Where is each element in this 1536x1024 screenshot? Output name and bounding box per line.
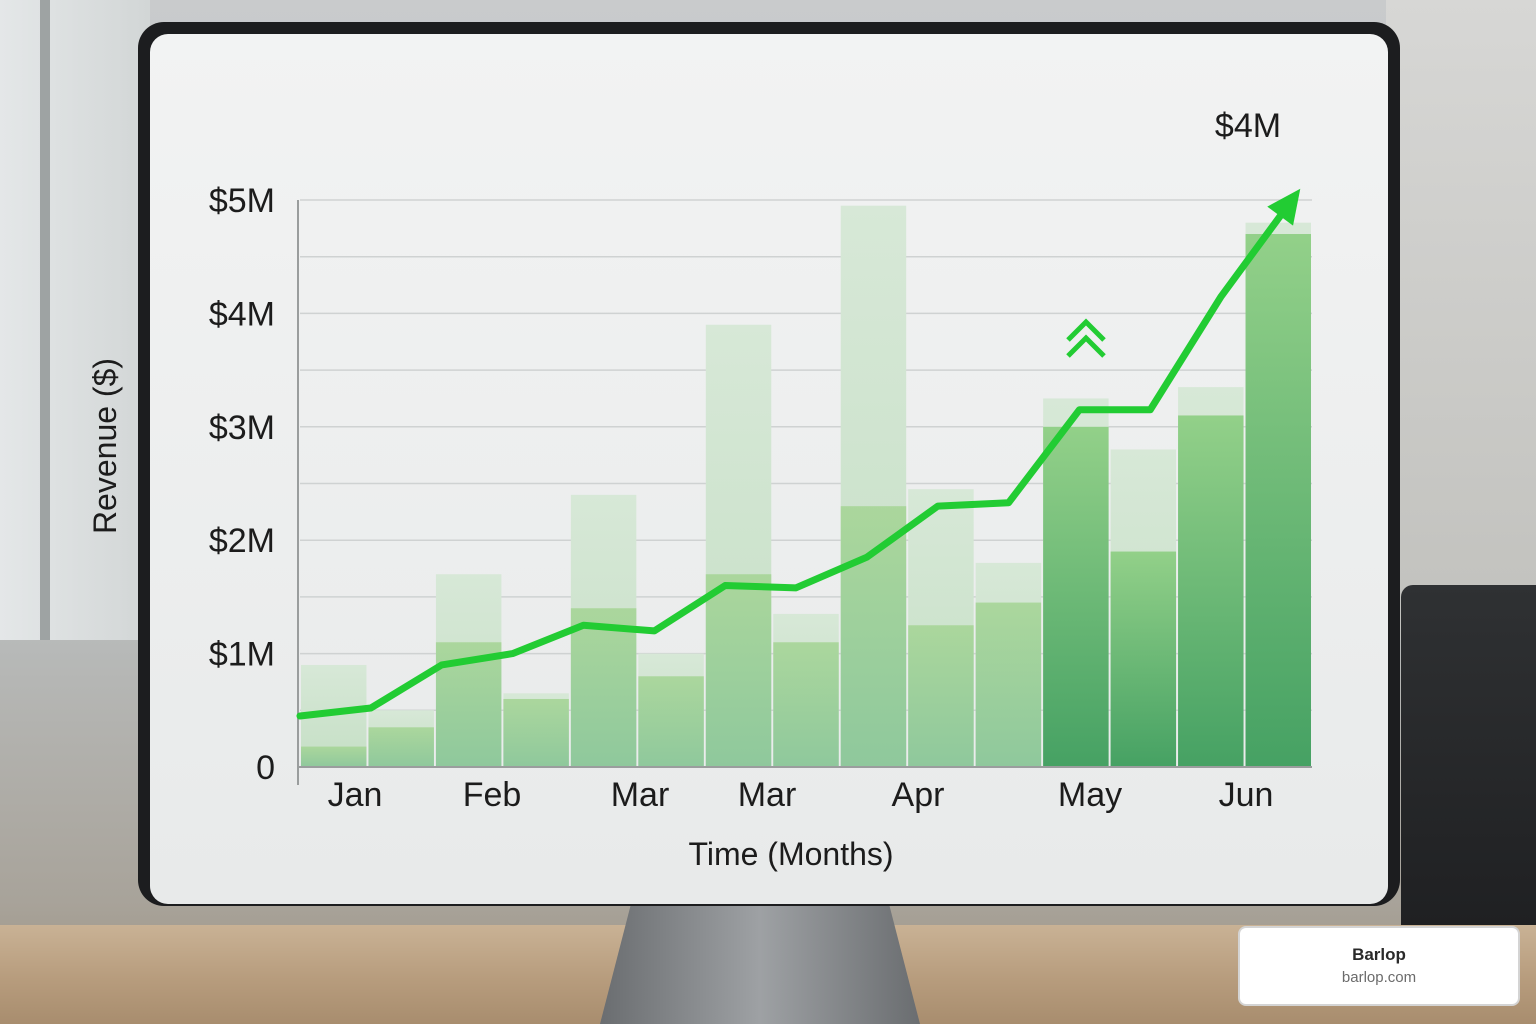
- y-tick-label: $1M: [209, 636, 275, 674]
- bar: [1245, 234, 1311, 767]
- bar: [301, 746, 367, 767]
- y-tick-label: $2M: [209, 522, 275, 560]
- bar: [908, 625, 974, 767]
- y-tick-label: 0: [256, 749, 275, 787]
- bar: [705, 574, 772, 767]
- watermark-url: barlop.com: [1341, 969, 1417, 986]
- bar-series-foreground: [301, 234, 1311, 767]
- bar: [975, 602, 1042, 767]
- watermark-name: Barlop: [1352, 945, 1406, 964]
- x-tick-label: Feb: [463, 776, 522, 814]
- bar: [368, 727, 434, 767]
- y-axis-title: Revenue ($): [87, 358, 123, 534]
- y-tick-label: $3M: [209, 409, 275, 447]
- double-chevron-up-icon: [1066, 318, 1106, 358]
- bar: [773, 642, 839, 767]
- bar: [638, 676, 704, 767]
- trend-line: [296, 196, 1296, 720]
- x-tick-label: Jan: [328, 776, 383, 814]
- background-window-frame: [40, 0, 50, 640]
- x-axis-ticks: Jan Feb Mar Mar Apr May Jun: [328, 776, 1274, 814]
- x-tick-label: Mar: [611, 776, 670, 814]
- y-tick-label: $5M: [209, 182, 275, 220]
- bar: [1110, 551, 1177, 767]
- bar: [503, 698, 569, 767]
- chart-axes: [297, 200, 1312, 785]
- y-tick-label: $4M: [209, 295, 275, 333]
- x-tick-label: May: [1058, 776, 1122, 814]
- bar: [570, 608, 637, 767]
- watermark-badge: Barlop barlop.com: [1238, 926, 1520, 1006]
- x-axis-title: Time (Months): [688, 836, 893, 872]
- x-tick-label: Mar: [738, 776, 797, 814]
- bar: [1178, 415, 1244, 767]
- background-window: [0, 0, 150, 640]
- background-chair: [1401, 585, 1536, 930]
- background-wall: [1386, 0, 1536, 640]
- x-tick-label: Apr: [892, 776, 945, 814]
- bar: [1043, 426, 1109, 767]
- peak-annotation: $4M: [1215, 107, 1281, 145]
- monitor-stand: [600, 900, 920, 1024]
- x-tick-label: Jun: [1219, 776, 1274, 814]
- trend-line-group: [296, 188, 1301, 720]
- y-axis-ticks: 0 $1M $2M $3M $4M $5M: [209, 182, 275, 787]
- arrow-up-icon: [1267, 188, 1301, 226]
- bar: [840, 506, 907, 767]
